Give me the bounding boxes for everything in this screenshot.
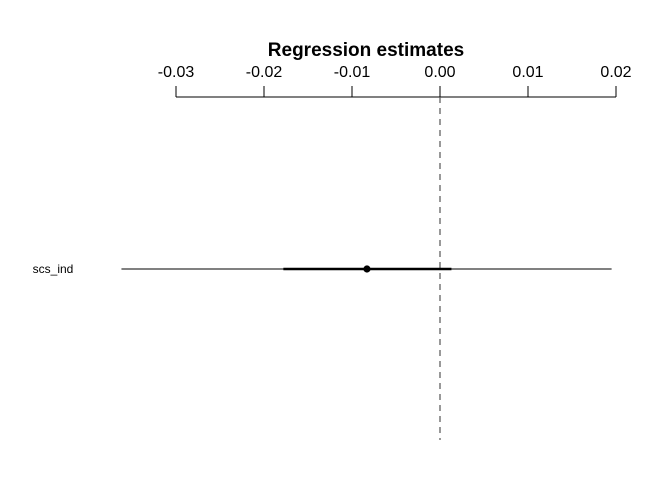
x-axis-ticks: -0.03 -0.02 -0.01 0.00 0.01 0.02 <box>158 64 632 97</box>
x-axis-tick-label: 0.00 <box>424 64 455 81</box>
x-axis-tick-label: -0.03 <box>158 64 195 81</box>
chart-title: Regression estimates <box>268 40 464 61</box>
x-axis-tick-label: -0.01 <box>334 64 371 81</box>
x-axis-tick-label: -0.02 <box>246 64 283 81</box>
x-axis-tick-label: 0.02 <box>600 64 631 81</box>
coefficient-rows: scs_ind <box>33 262 612 276</box>
estimate-point <box>363 265 371 273</box>
x-axis-tick-label: 0.01 <box>512 64 543 81</box>
row-label: scs_ind <box>33 262 74 276</box>
